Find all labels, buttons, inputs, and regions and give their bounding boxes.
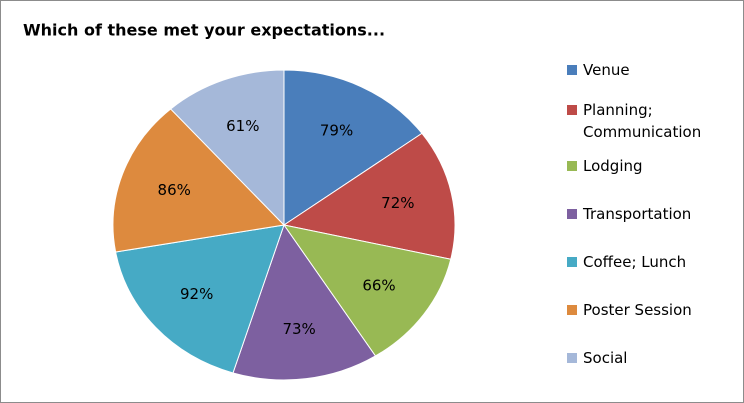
legend-label: Planning; Communication [583,101,702,141]
legend-item: Coffee; Lunch [567,251,719,273]
pie-slice [282,224,452,357]
legend-swatch [567,65,577,75]
data-label: 72% [381,194,414,212]
pie-slice [232,223,377,381]
legend-swatch [567,209,577,219]
data-label: 86% [158,181,191,199]
legend-swatch [567,305,577,315]
data-label: 66% [362,276,395,294]
legend-item: Transportation [567,203,719,225]
legend-label: Transportation [583,205,692,223]
legend-label: Poster Session [583,301,692,319]
data-label: 73% [282,320,315,338]
data-label: 79% [320,121,353,139]
pie-slice [112,108,286,253]
legend-swatch [567,105,577,115]
legend-swatch [567,257,577,267]
data-label: 92% [180,285,213,303]
legend-item: Lodging [567,155,719,177]
legend-label: Lodging [583,157,643,175]
data-label: 61% [226,117,259,135]
legend-item: Social [567,347,719,369]
legend-item: Planning; Communication [567,99,719,143]
legend-label: Venue [583,61,630,79]
legend-swatch [567,161,577,171]
pie-slice [283,69,423,226]
legend-label: Social [583,349,628,367]
chart-title: Which of these met your expectations... [23,21,385,40]
legend-swatch [567,353,577,363]
pie-slice [282,132,456,260]
legend-label: Coffee; Lunch [583,253,687,271]
legend-item: Venue [567,59,719,81]
legend-item: Poster Session [567,299,719,321]
pie-slice [115,224,285,374]
pie-slice [169,69,285,227]
